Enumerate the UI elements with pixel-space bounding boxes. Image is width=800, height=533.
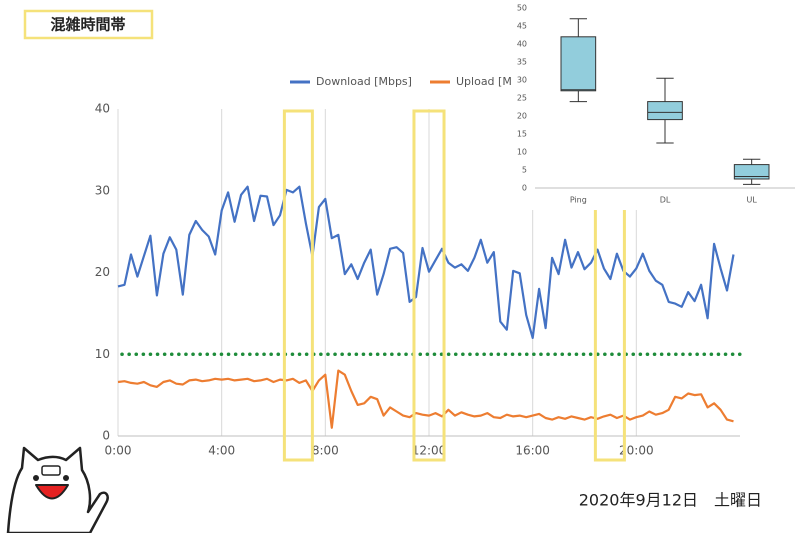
series-line (117, 369, 734, 429)
y-tick-label: 40 (517, 40, 527, 49)
y-tick-label: 20 (517, 112, 527, 121)
highlight-box (282, 109, 314, 462)
box (733, 164, 770, 180)
y-tick-label: 5 (522, 166, 527, 175)
y-tick-label: 0 (102, 429, 110, 443)
date: 2020年9月12日 土曜日 (579, 491, 762, 510)
box-chart: 0 5 10 15 20 25 30 35 40 45 50 Ping DL UL (512, 0, 800, 210)
y-tick-label: 10 (95, 347, 110, 361)
y-tick-label: 10 (517, 148, 527, 157)
cat-illustration (6, 446, 109, 533)
label-box (23, 9, 154, 40)
highlight-box (412, 109, 446, 462)
box (647, 101, 683, 121)
x-tick-label: DL (660, 196, 671, 205)
x-tick-label: 12:00 (412, 444, 447, 458)
series-line (117, 185, 735, 339)
box (560, 36, 597, 92)
y-tick-label: 40 (95, 102, 110, 116)
x-tick-label: UL (747, 196, 758, 205)
x-tick-label: 4:00 (208, 444, 235, 458)
y-tick-label: 0 (522, 184, 527, 193)
y-tick-label: 45 (517, 22, 527, 31)
x-tick-label: Ping (570, 196, 587, 205)
y-tick-label: 35 (517, 58, 527, 67)
x-tick-label: 8:00 (312, 444, 339, 458)
y-tick-label: 20 (95, 265, 110, 279)
x-tick-label: 20:00 (619, 444, 654, 458)
y-tick-label: 30 (517, 76, 527, 85)
y-tick-label: 50 (517, 4, 527, 13)
y-tick-label: 25 (517, 94, 527, 103)
y-tick-label: 15 (517, 130, 527, 139)
x-tick-label: 16:00 (515, 444, 550, 458)
label: 混雑時間帯 (50, 16, 125, 34)
y-tick-label: 30 (95, 183, 110, 197)
legend-label: Download [Mbps] (316, 75, 412, 88)
x-tick-label: 0:00 (105, 444, 132, 458)
